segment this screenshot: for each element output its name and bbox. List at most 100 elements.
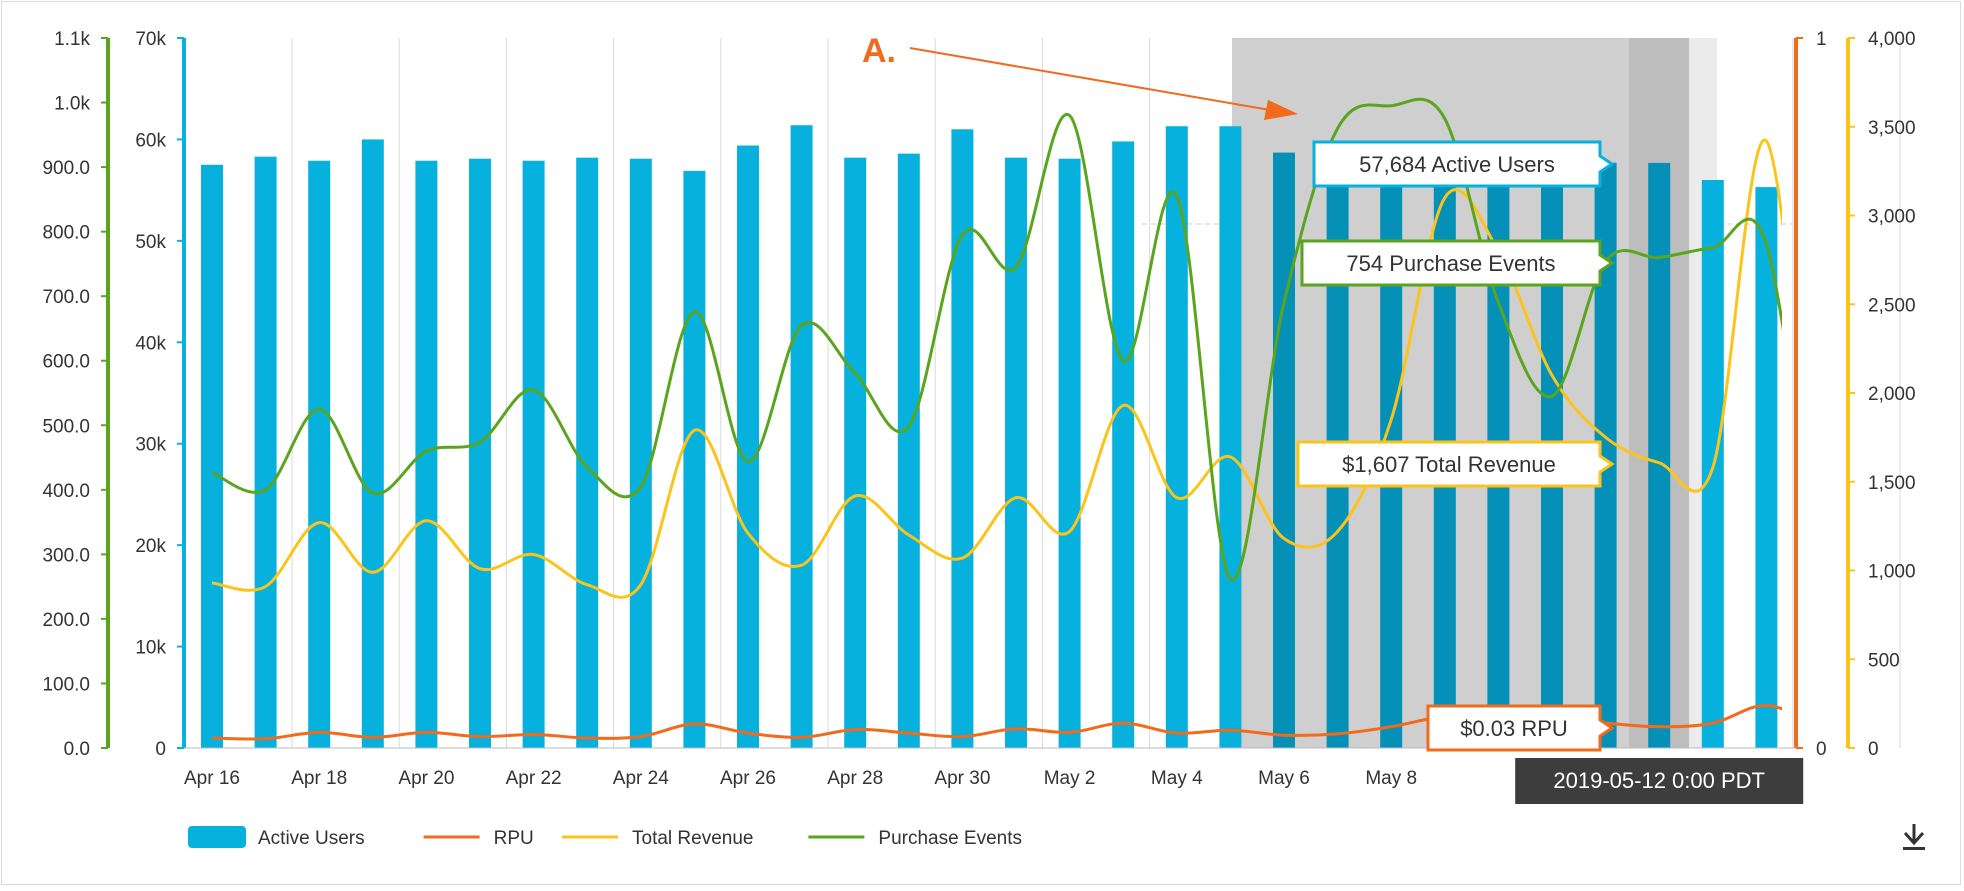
hover-date-box xyxy=(1515,758,1804,804)
x-tick-label: Apr 30 xyxy=(934,768,990,789)
bar-active-users xyxy=(1648,162,1671,748)
bar-active-users xyxy=(1005,157,1027,748)
axis-active-users-tick-label: 70k xyxy=(135,29,166,50)
bar-active-users xyxy=(254,156,277,748)
bar-active-users xyxy=(1755,187,1778,748)
axis-total-revenue-tick-label: 2,500 xyxy=(1868,295,1916,316)
bar-active-users xyxy=(469,158,491,748)
x-tick-label: Apr 24 xyxy=(613,768,669,789)
axis-rpu-tick-label: 0 xyxy=(1816,739,1827,760)
axis-total-revenue-tick-label: 0 xyxy=(1868,739,1879,760)
x-tick-label: May 2 xyxy=(1044,768,1096,789)
tooltip-active-users-text: 57,684 Active Users xyxy=(1359,152,1555,177)
bar-active-users xyxy=(522,160,545,748)
axis-total-revenue-tick-label: 3,500 xyxy=(1868,118,1916,139)
bar-active-users xyxy=(308,160,331,748)
tooltip-purchase-events-box xyxy=(1300,239,1615,287)
axis-purchase-events-tick-label: 1.1k xyxy=(54,29,90,50)
tooltip-rpu: $0.03 RPU xyxy=(1426,704,1615,752)
download-base xyxy=(1903,847,1925,850)
axis-purchase-events-tick-label: 500.0 xyxy=(42,416,90,437)
legend-item[interactable]: RPU xyxy=(423,828,534,849)
x-tick-label: Apr 16 xyxy=(184,768,240,789)
axis-purchase-events-tick-label: 900.0 xyxy=(42,158,90,179)
x-tick-label: May 6 xyxy=(1258,768,1310,789)
bar-active-users xyxy=(1165,126,1188,748)
bar-active-users xyxy=(897,153,920,748)
axis-purchase-events-tick-label: 300.0 xyxy=(42,545,90,566)
legend-label: RPU xyxy=(494,828,534,849)
hover-date-label: 2019-05-12 0:00 PDT xyxy=(1553,768,1765,793)
series-purchase-events xyxy=(211,97,1782,582)
axis-active-users-tick-label: 50k xyxy=(135,232,166,253)
axis-active-users-tick-label: 20k xyxy=(135,536,166,557)
x-tick-label: Apr 28 xyxy=(827,768,883,789)
tooltip-total-revenue: $1,607 Total Revenue xyxy=(1296,440,1615,488)
series-total-revenue xyxy=(211,138,1782,599)
x-tick-label: Apr 18 xyxy=(291,768,347,789)
annotation-label: A. xyxy=(862,32,896,70)
bar-active-users xyxy=(1594,162,1617,748)
axis-purchase-events-tick-label: 700.0 xyxy=(42,287,90,308)
bar-active-users xyxy=(361,139,384,748)
bar-active-users xyxy=(629,158,652,748)
axis-active-users-tick-label: 40k xyxy=(135,333,166,354)
download-arrow xyxy=(1903,824,1925,846)
bar-active-users xyxy=(201,164,223,748)
bar-active-users xyxy=(415,160,438,748)
legend-item[interactable]: Active Users xyxy=(188,826,365,849)
legend-item[interactable]: Total Revenue xyxy=(562,828,753,849)
legend-label: Active Users xyxy=(258,828,365,849)
axis-active-users-tick-label: 60k xyxy=(135,130,166,151)
axis-total-revenue-tick-label: 1,000 xyxy=(1868,562,1916,583)
bar-active-users xyxy=(683,170,706,748)
axis-rpu-tick-label: 1 xyxy=(1816,29,1827,50)
axis-purchase-events-tick-label: 400.0 xyxy=(42,481,90,502)
tooltip-active-users: 57,684 Active Users xyxy=(1312,140,1615,188)
x-tick-label: Apr 20 xyxy=(398,768,454,789)
bar-active-users xyxy=(1112,141,1135,748)
bar-active-users xyxy=(1273,152,1295,748)
legend-label: Total Revenue xyxy=(632,828,753,849)
tooltip-rpu-box xyxy=(1426,704,1615,752)
legend-label: Purchase Events xyxy=(878,828,1022,849)
x-tick-label: May 8 xyxy=(1365,768,1417,789)
tooltip-purchase-events-text: 754 Purchase Events xyxy=(1346,251,1555,276)
axis-purchase-events-tick-label: 1.0k xyxy=(54,94,90,115)
bar-active-users xyxy=(1219,126,1242,748)
bar-active-users xyxy=(576,157,599,748)
axis-active-users-tick-label: 0 xyxy=(155,739,166,760)
axis-total-revenue-tick-label: 4,000 xyxy=(1868,29,1916,50)
bar-active-users xyxy=(951,129,974,748)
axis-total-revenue-tick-label: 1,500 xyxy=(1868,473,1916,494)
tooltip-total-revenue-text: $1,607 Total Revenue xyxy=(1342,452,1556,477)
axis-purchase-events-tick-label: 800.0 xyxy=(42,223,90,244)
bar-active-users xyxy=(790,125,813,748)
axis-purchase-events-tick-label: 200.0 xyxy=(42,610,90,631)
axis-purchase-events-tick-label: 0.0 xyxy=(64,739,90,760)
axis-total-revenue-tick-label: 3,000 xyxy=(1868,207,1916,228)
bar-active-users xyxy=(1809,470,1831,748)
tooltip-total-revenue-box xyxy=(1296,440,1615,488)
tooltip-rpu-text: $0.03 RPU xyxy=(1460,716,1568,741)
bar-active-users xyxy=(844,157,867,748)
x-tick-label: May 4 xyxy=(1151,768,1203,789)
annotation-arrow-head xyxy=(1264,100,1298,120)
axis-total-revenue-tick-label: 2,000 xyxy=(1868,384,1916,405)
legend-item[interactable]: Purchase Events xyxy=(808,828,1022,849)
tooltip-purchase-events: 754 Purchase Events xyxy=(1300,239,1615,287)
axis-active-users-tick-label: 10k xyxy=(135,638,166,659)
axis-purchase-events-tick-label: 600.0 xyxy=(42,352,90,373)
axis-active-users-tick-label: 30k xyxy=(135,435,166,456)
x-tick-label: Apr 26 xyxy=(720,768,776,789)
axis-purchase-events-tick-label: 100.0 xyxy=(42,674,90,695)
x-tick-label: Apr 22 xyxy=(506,768,562,789)
download-icon[interactable] xyxy=(1903,824,1925,850)
legend-swatch-bar xyxy=(188,826,246,848)
annotation-arrow-line xyxy=(909,47,1271,111)
axis-total-revenue-tick-label: 500 xyxy=(1868,650,1900,671)
bar-active-users xyxy=(737,145,759,748)
tooltip-active-users-box xyxy=(1312,140,1615,188)
